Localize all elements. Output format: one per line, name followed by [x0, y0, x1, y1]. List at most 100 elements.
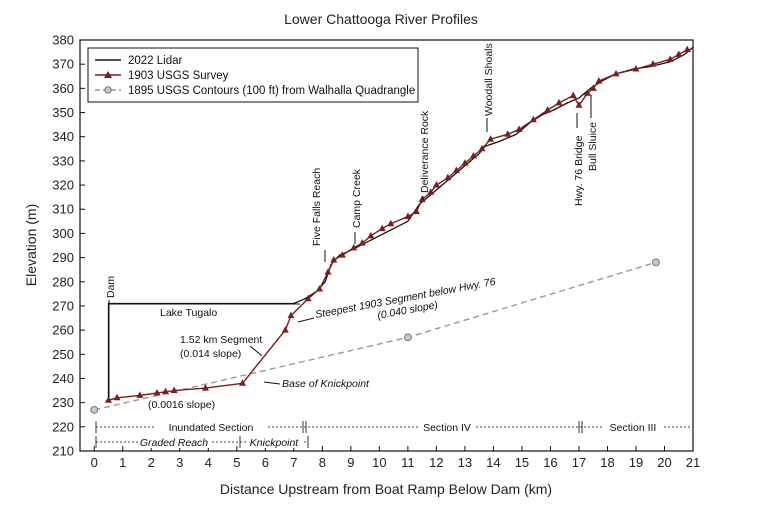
- point-1903: [350, 243, 358, 251]
- y-tick-label: 260: [52, 323, 74, 338]
- section-label-knickpoint: Knickpoint: [250, 437, 300, 449]
- x-tick-label: 9: [347, 455, 354, 470]
- point-1903: [324, 268, 332, 275]
- y-tick-label: 370: [52, 57, 74, 72]
- point-1903: [304, 294, 312, 302]
- x-axis-title: Distance Upstream from Boat Ramp Below D…: [220, 481, 552, 497]
- point-1903: [432, 181, 440, 188]
- section-rows: Inundated Section Section IV Section III…: [95, 421, 693, 449]
- point-1903: [136, 391, 144, 398]
- legend-label-lidar: 2022 Lidar: [128, 55, 183, 67]
- base-knick-arrow: [263, 381, 281, 385]
- x-tick-label: 8: [319, 455, 326, 470]
- point-1903: [287, 311, 295, 319]
- x-tick-label: 19: [629, 455, 643, 470]
- annotation-hwy76-bridge: Hwy. 76 Bridge: [573, 135, 585, 206]
- point-1903: [201, 384, 209, 391]
- y-axis-title: Elevation (m): [23, 204, 39, 286]
- legend-label-1895: 1895 USGS Contours (100 ft) from Walhall…: [128, 85, 415, 97]
- point-1903: [666, 55, 674, 62]
- x-tick-label: 21: [686, 455, 700, 470]
- annotation-deliverance-rock: Deliverance Rock: [419, 110, 431, 193]
- point-1903: [330, 256, 338, 263]
- x-tick-label: 14: [486, 455, 500, 470]
- point-1903: [170, 386, 178, 394]
- x-tick-label: 1: [119, 455, 126, 470]
- point-1903: [575, 101, 583, 108]
- legend-marker-1903: [104, 71, 112, 78]
- x-tick-label: 3: [176, 455, 183, 470]
- x-tick-label: 13: [458, 455, 472, 470]
- y-tick-label: 360: [52, 81, 74, 96]
- point-1903: [569, 91, 577, 99]
- point-1895: [403, 333, 412, 342]
- section-label-inundated: Inundated Section: [169, 422, 254, 434]
- y-tick-label: 350: [52, 105, 74, 120]
- point-1903: [315, 285, 323, 292]
- y-tick-label: 330: [52, 153, 74, 168]
- point-1903: [504, 130, 512, 137]
- y-tick-label: 270: [52, 298, 74, 313]
- inundated-bg: [155, 421, 267, 433]
- annotation-base-knickpoint: Base of Knickpoint: [282, 378, 370, 390]
- annotation-152km-line1: 1.52 km Segment: [180, 334, 262, 346]
- point-1903: [469, 152, 477, 159]
- point-1903: [387, 219, 395, 227]
- point-1903: [281, 326, 289, 333]
- point-1903: [113, 393, 121, 401]
- point-1903: [367, 231, 375, 239]
- x-tick-label: 10: [372, 455, 386, 470]
- y-tick-label: 310: [52, 202, 74, 217]
- y-tick-label: 290: [52, 250, 74, 265]
- point-1903: [589, 84, 597, 91]
- annotation-slope-0016: (0.0016 slope): [148, 399, 215, 411]
- point-1903: [584, 89, 592, 96]
- point-1903: [683, 45, 691, 53]
- annotation-woodall-shoals: Woodall Shoals: [483, 43, 495, 116]
- point-1903: [378, 224, 386, 232]
- point-1903: [338, 251, 346, 258]
- x-tick-label: 5: [233, 455, 240, 470]
- point-1903: [478, 144, 486, 152]
- section-label-section4: Section IV: [423, 422, 471, 434]
- series-line-2: [94, 261, 657, 411]
- legend: 2022 Lidar 1903 USGS Survey 1895 USGS Co…: [87, 47, 419, 103]
- annotation-152km-line2: (0.014 slope): [180, 348, 241, 360]
- series-layer: [90, 45, 694, 414]
- y-tick-label: 320: [52, 178, 74, 193]
- steepest-arrow: [297, 317, 315, 323]
- point-1903: [487, 135, 495, 142]
- point-1903: [153, 388, 161, 396]
- section-label-graded: Graded Reach: [140, 437, 208, 449]
- y-tick-label: 300: [52, 226, 74, 241]
- annotation-five-falls: Five Falls Reach: [311, 168, 323, 246]
- point-1903: [595, 77, 603, 84]
- annotation-dam: Dam: [105, 276, 117, 298]
- point-1903: [105, 396, 113, 403]
- point-1895: [652, 258, 660, 267]
- y-tick-label: 340: [52, 129, 74, 144]
- x-tick-label: 2: [148, 455, 155, 470]
- point-1903: [529, 115, 537, 123]
- point-1903: [404, 212, 412, 219]
- seg152-arrow: [249, 345, 263, 357]
- x-tick-label: 6: [262, 455, 269, 470]
- point-1903: [555, 98, 563, 106]
- x-tick-label: 7: [290, 455, 297, 470]
- point-1895: [90, 406, 99, 414]
- legend-label-1903: 1903 USGS Survey: [128, 70, 229, 82]
- y-tick-label: 220: [52, 419, 74, 434]
- knickpoint-bg: [246, 436, 302, 448]
- point-1903: [412, 207, 420, 215]
- plot-frame: [79, 39, 694, 452]
- x-tick-label: 18: [600, 455, 614, 470]
- point-1903: [649, 60, 657, 67]
- point-1903: [427, 188, 435, 195]
- y-tick-label: 250: [52, 347, 74, 362]
- section3-bg: [604, 421, 662, 433]
- point-1903: [162, 387, 170, 395]
- y-tick-label: 230: [52, 395, 74, 410]
- x-tick-label: 16: [543, 455, 557, 470]
